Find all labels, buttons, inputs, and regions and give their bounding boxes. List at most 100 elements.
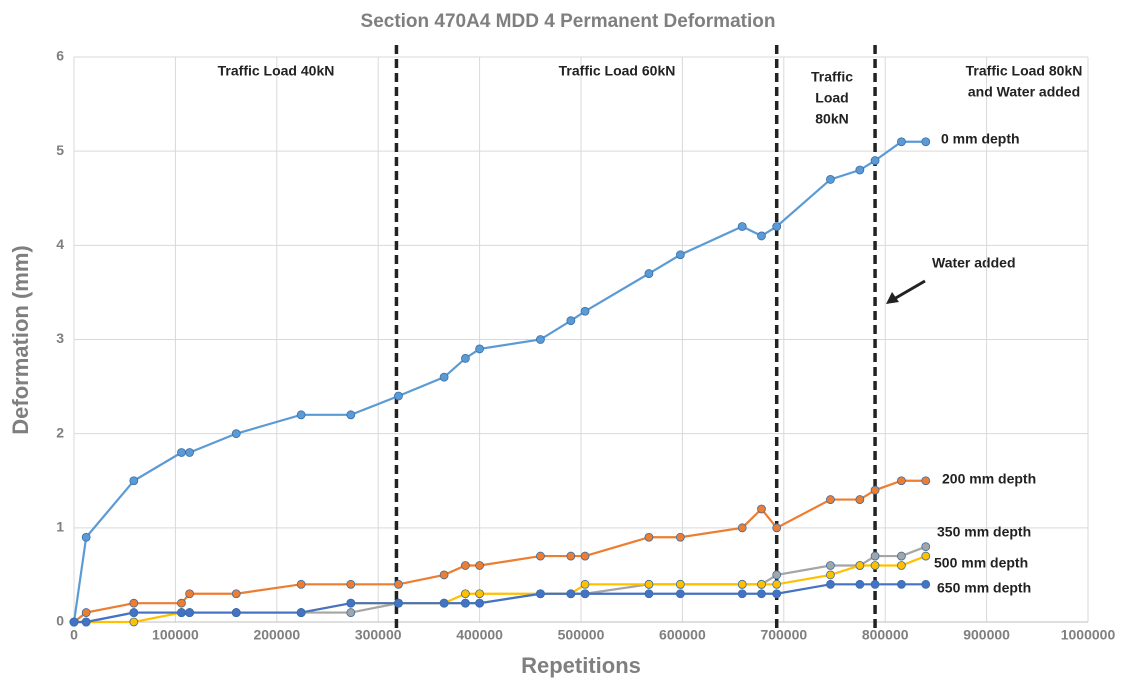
y-tick-label: 0 [56,613,64,629]
data-point [580,589,590,599]
data-point [675,579,685,589]
y-tick-label: 4 [56,236,64,252]
data-point [439,570,449,580]
data-point [897,137,906,147]
data-point [394,391,403,401]
data-point [185,608,194,617]
data-point [644,269,654,278]
data-point [772,222,782,231]
data-point [346,598,356,608]
data-point [475,561,485,570]
data-point [439,598,449,608]
data-point [475,589,485,599]
y-tick-label: 3 [56,330,64,346]
data-point [737,222,747,231]
x-tick-label: 200000 [253,627,300,643]
data-point [826,579,835,589]
data-point [536,589,545,599]
x-tick-label: 900000 [963,627,1010,643]
data-point [757,504,766,514]
data-point [897,551,906,561]
x-tick-label: 100000 [152,627,199,643]
data-point [757,579,766,589]
data-point [475,598,485,608]
data-point [826,561,835,570]
data-point [675,589,685,599]
data-point [675,532,685,542]
data-point [580,579,590,589]
data-point [346,410,356,420]
series-label: 0 mm depth [941,131,1020,147]
data-point [185,589,194,599]
data-point [439,372,449,382]
series-line [72,140,926,623]
region-label: 80kN [815,111,848,127]
data-point [81,608,91,617]
data-point [129,617,139,627]
data-point [675,250,685,260]
data-point [185,448,194,457]
data-point [870,485,880,495]
data-point [580,306,590,316]
data-point [346,579,356,589]
data-point [826,495,835,504]
region-label: Traffic Load 60kN [559,63,676,79]
arrow-label: Water added [932,255,1016,271]
data-point [81,617,91,627]
data-point [536,551,545,561]
data-point [870,551,880,561]
series-label: 200 mm depth [942,471,1036,487]
data-point [231,589,241,599]
data-point [231,429,241,439]
data-point [296,579,306,589]
data-point [897,476,906,486]
data-point [870,579,880,589]
x-tick-label: 700000 [760,627,807,643]
data-point [461,561,470,570]
data-point [921,579,931,589]
data-point [580,551,590,561]
series-line [74,583,926,624]
region-label: Traffic Load 80kN [966,63,1083,79]
data-point [772,570,782,580]
data-point [536,335,545,344]
data-point [772,523,782,533]
data-point [177,448,186,457]
data-point [921,476,931,486]
data-point [921,542,931,552]
x-tick-label: 300000 [355,627,402,643]
data-point [296,608,306,617]
y-tick-label: 6 [56,48,64,64]
data-point [855,579,865,589]
data-point [870,156,880,165]
data-point [346,608,356,617]
region-label: Traffic [811,69,853,85]
data-point [870,561,880,570]
data-point [129,476,139,486]
data-point [394,598,403,608]
data-point [921,551,931,561]
data-point [737,579,747,589]
y-tick-label: 5 [56,142,64,158]
x-tick-label: 0 [70,627,78,643]
data-point [855,561,865,570]
region-label: Load [815,90,848,106]
data-point [855,165,865,175]
x-tick-label: 500000 [558,627,605,643]
data-point [826,570,835,580]
y-axis-label: Deformation (mm) [8,245,33,434]
data-point [461,353,470,363]
x-tick-label: 1000000 [1061,627,1116,643]
region-label: Traffic Load 40kN [218,63,335,79]
data-point [129,608,139,617]
y-tick-label: 2 [56,424,64,440]
data-point [855,495,865,504]
arrow [893,279,926,301]
data-point [644,579,654,589]
data-point [231,608,241,617]
data-point [566,316,576,326]
data-point [897,561,906,570]
data-point [296,410,306,420]
data-point [826,175,835,184]
chart-title: Section 470A4 MDD 4 Permanent Deformatio… [361,11,776,32]
